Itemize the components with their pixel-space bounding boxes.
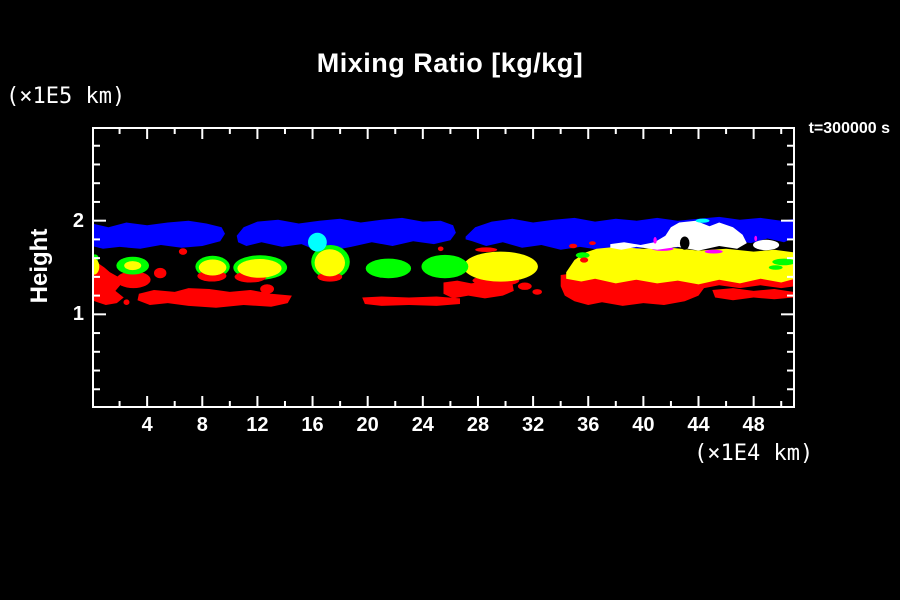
y-axis-unit-label: (×1E5 km) <box>6 84 126 109</box>
x-tick-label: 12 <box>246 414 269 436</box>
contour-region-red <box>116 271 151 289</box>
contour-region-magenta <box>754 235 758 242</box>
plot-area <box>88 127 796 408</box>
contour-region-magenta <box>704 249 723 254</box>
contour-region-green <box>768 265 783 270</box>
contour-region-red <box>443 280 514 299</box>
x-tick-label: 48 <box>742 414 765 436</box>
x-tick-label: 20 <box>356 414 379 436</box>
chart-title: Mixing Ratio [kg/kg] <box>316 48 584 78</box>
contour-region-yellow <box>463 251 538 282</box>
y-tick-label: 1 <box>72 303 84 326</box>
x-axis-unit-label: (×1E4 km) <box>694 441 814 466</box>
x-tick-label: 8 <box>196 414 208 436</box>
contour-region-red <box>137 288 292 308</box>
contour-region-red <box>178 248 188 255</box>
x-tick-label: 28 <box>466 414 490 436</box>
contour-region-yellow <box>314 249 345 277</box>
contour-plot-svg <box>88 127 796 408</box>
contour-region-yellow <box>198 259 227 276</box>
x-tick-label: 44 <box>687 414 710 436</box>
contour-region-white <box>753 239 780 251</box>
contour-region-blue <box>236 217 456 253</box>
contour-region-yellow <box>237 259 282 278</box>
x-tick-label: 24 <box>411 414 434 436</box>
contour-region-yellow <box>124 261 142 271</box>
contour-region-cyan <box>695 218 710 223</box>
contour-region-red <box>437 246 444 252</box>
contour-region-red <box>123 299 130 305</box>
contour-region-red <box>569 243 578 249</box>
contour-region-red <box>532 289 542 295</box>
contour-region-red <box>475 247 498 252</box>
contour-region-yellow <box>566 246 795 285</box>
contour-region-red <box>589 241 596 245</box>
x-tick-label: 4 <box>141 414 153 436</box>
contour-region-red <box>580 257 589 263</box>
contour-region-red <box>712 288 794 301</box>
contour-region-green <box>365 258 412 279</box>
x-tick-label: 16 <box>301 414 324 436</box>
contour-region-green <box>421 254 469 279</box>
x-tick-label: 40 <box>632 414 655 436</box>
x-tick-label: 32 <box>521 414 545 436</box>
contour-region-blue <box>92 220 225 249</box>
contour-region-red <box>154 267 167 279</box>
contour-region-red <box>517 282 532 290</box>
contour-region-green <box>575 252 590 259</box>
contour-region-yellow <box>88 258 100 275</box>
contour-region-red <box>260 284 274 294</box>
time-annotation: t=300000 s <box>808 120 890 137</box>
contour-region-white <box>610 220 747 251</box>
contour-region-black <box>679 236 690 250</box>
contour-region-green <box>772 258 796 266</box>
x-tick-label: 36 <box>577 414 600 436</box>
plot-frame <box>92 127 795 408</box>
y-tick-label: 2 <box>72 209 84 232</box>
contour-region-red <box>362 296 460 306</box>
contour-region-magenta <box>653 237 657 244</box>
contour-region-cyan <box>308 232 327 252</box>
